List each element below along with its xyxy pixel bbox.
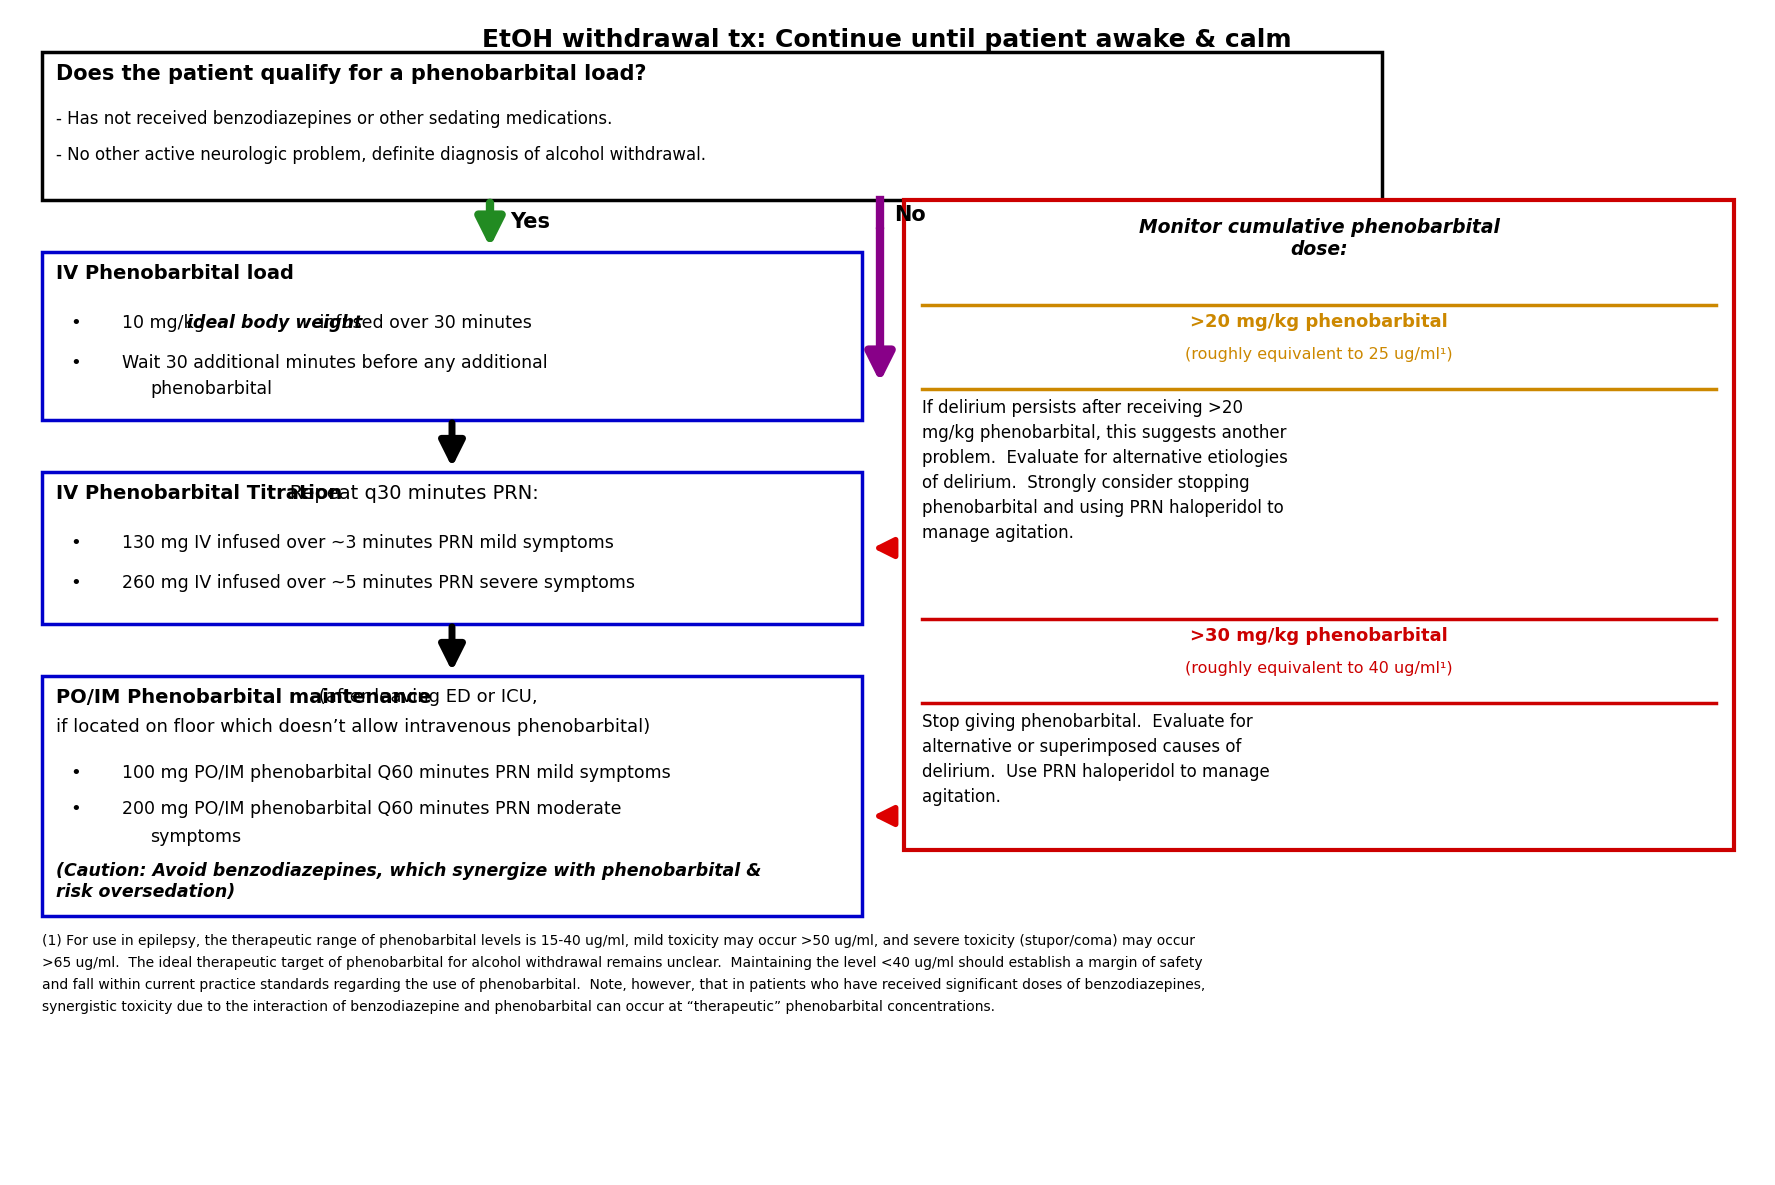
- Text: If delirium persists after receiving >20
mg/kg phenobarbital, this suggests anot: If delirium persists after receiving >20…: [921, 399, 1289, 542]
- Text: and fall within current practice standards regarding the use of phenobarbital.  : and fall within current practice standar…: [43, 978, 1205, 992]
- Text: (after leaving ED or ICU,: (after leaving ED or ICU,: [314, 688, 538, 706]
- Text: 200 mg PO/IM phenobarbital Q60 minutes PRN moderate: 200 mg PO/IM phenobarbital Q60 minutes P…: [122, 800, 621, 818]
- Text: Yes: Yes: [509, 212, 550, 232]
- Text: Does the patient qualify for a phenobarbital load?: Does the patient qualify for a phenobarb…: [57, 64, 646, 84]
- Bar: [43, 472, 863, 624]
- Text: •: •: [69, 534, 80, 552]
- Bar: [43, 675, 863, 916]
- Text: Monitor cumulative phenobarbital
dose:: Monitor cumulative phenobarbital dose:: [1138, 218, 1500, 260]
- Text: synergistic toxicity due to the interaction of benzodiazepine and phenobarbital : synergistic toxicity due to the interact…: [43, 1000, 996, 1014]
- Text: (Caution: Avoid benzodiazepines, which synergize with phenobarbital &
risk overs: (Caution: Avoid benzodiazepines, which s…: [57, 861, 761, 901]
- Text: infused over 30 minutes: infused over 30 minutes: [314, 314, 532, 332]
- Text: Wait 30 additional minutes before any additional: Wait 30 additional minutes before any ad…: [122, 354, 548, 372]
- Text: 130 mg IV infused over ~3 minutes PRN mild symptoms: 130 mg IV infused over ~3 minutes PRN mi…: [122, 534, 614, 552]
- Text: >20 mg/kg phenobarbital: >20 mg/kg phenobarbital: [1189, 313, 1448, 331]
- Text: - Has not received benzodiazepines or other sedating medications.: - Has not received benzodiazepines or ot…: [57, 110, 612, 128]
- Text: No: No: [895, 205, 927, 225]
- Text: (roughly equivalent to 40 ug/ml¹): (roughly equivalent to 40 ug/ml¹): [1186, 661, 1452, 675]
- Bar: [903, 200, 1734, 850]
- Text: (roughly equivalent to 25 ug/ml¹): (roughly equivalent to 25 ug/ml¹): [1186, 347, 1452, 361]
- Text: 10 mg/kg: 10 mg/kg: [122, 314, 209, 332]
- Text: EtOH withdrawal tx: Continue until patient awake & calm: EtOH withdrawal tx: Continue until patie…: [483, 28, 1292, 52]
- Text: (1) For use in epilepsy, the therapeutic range of phenobarbital levels is 15-40 : (1) For use in epilepsy, the therapeutic…: [43, 934, 1195, 948]
- Text: 260 mg IV infused over ~5 minutes PRN severe symptoms: 260 mg IV infused over ~5 minutes PRN se…: [122, 574, 635, 592]
- Text: - No other active neurologic problem, definite diagnosis of alcohol withdrawal.: - No other active neurologic problem, de…: [57, 146, 706, 164]
- Text: •: •: [69, 314, 80, 332]
- Text: •: •: [69, 764, 80, 782]
- Text: •: •: [69, 800, 80, 818]
- Text: phenobarbital: phenobarbital: [151, 380, 272, 398]
- Text: : Repeat q30 minutes PRN:: : Repeat q30 minutes PRN:: [277, 483, 540, 502]
- Text: if located on floor which doesn’t allow intravenous phenobarbital): if located on floor which doesn’t allow …: [57, 718, 650, 736]
- Text: >65 ug/ml.  The ideal therapeutic target of phenobarbital for alcohol withdrawal: >65 ug/ml. The ideal therapeutic target …: [43, 956, 1203, 971]
- Bar: [43, 252, 863, 419]
- Text: symptoms: symptoms: [151, 828, 241, 846]
- Bar: [43, 52, 1383, 200]
- Text: >30 mg/kg phenobarbital: >30 mg/kg phenobarbital: [1189, 627, 1448, 645]
- Text: IV Phenobarbital load: IV Phenobarbital load: [57, 264, 295, 283]
- Text: IV Phenobarbital Titration: IV Phenobarbital Titration: [57, 483, 343, 502]
- Text: ideal body weight: ideal body weight: [186, 314, 362, 332]
- Text: •: •: [69, 354, 80, 372]
- Text: PO/IM Phenobarbital maintenance: PO/IM Phenobarbital maintenance: [57, 688, 431, 707]
- Text: Stop giving phenobarbital.  Evaluate for
alternative or superimposed causes of
d: Stop giving phenobarbital. Evaluate for …: [921, 713, 1269, 806]
- Text: 100 mg PO/IM phenobarbital Q60 minutes PRN mild symptoms: 100 mg PO/IM phenobarbital Q60 minutes P…: [122, 764, 671, 782]
- Text: •: •: [69, 574, 80, 592]
